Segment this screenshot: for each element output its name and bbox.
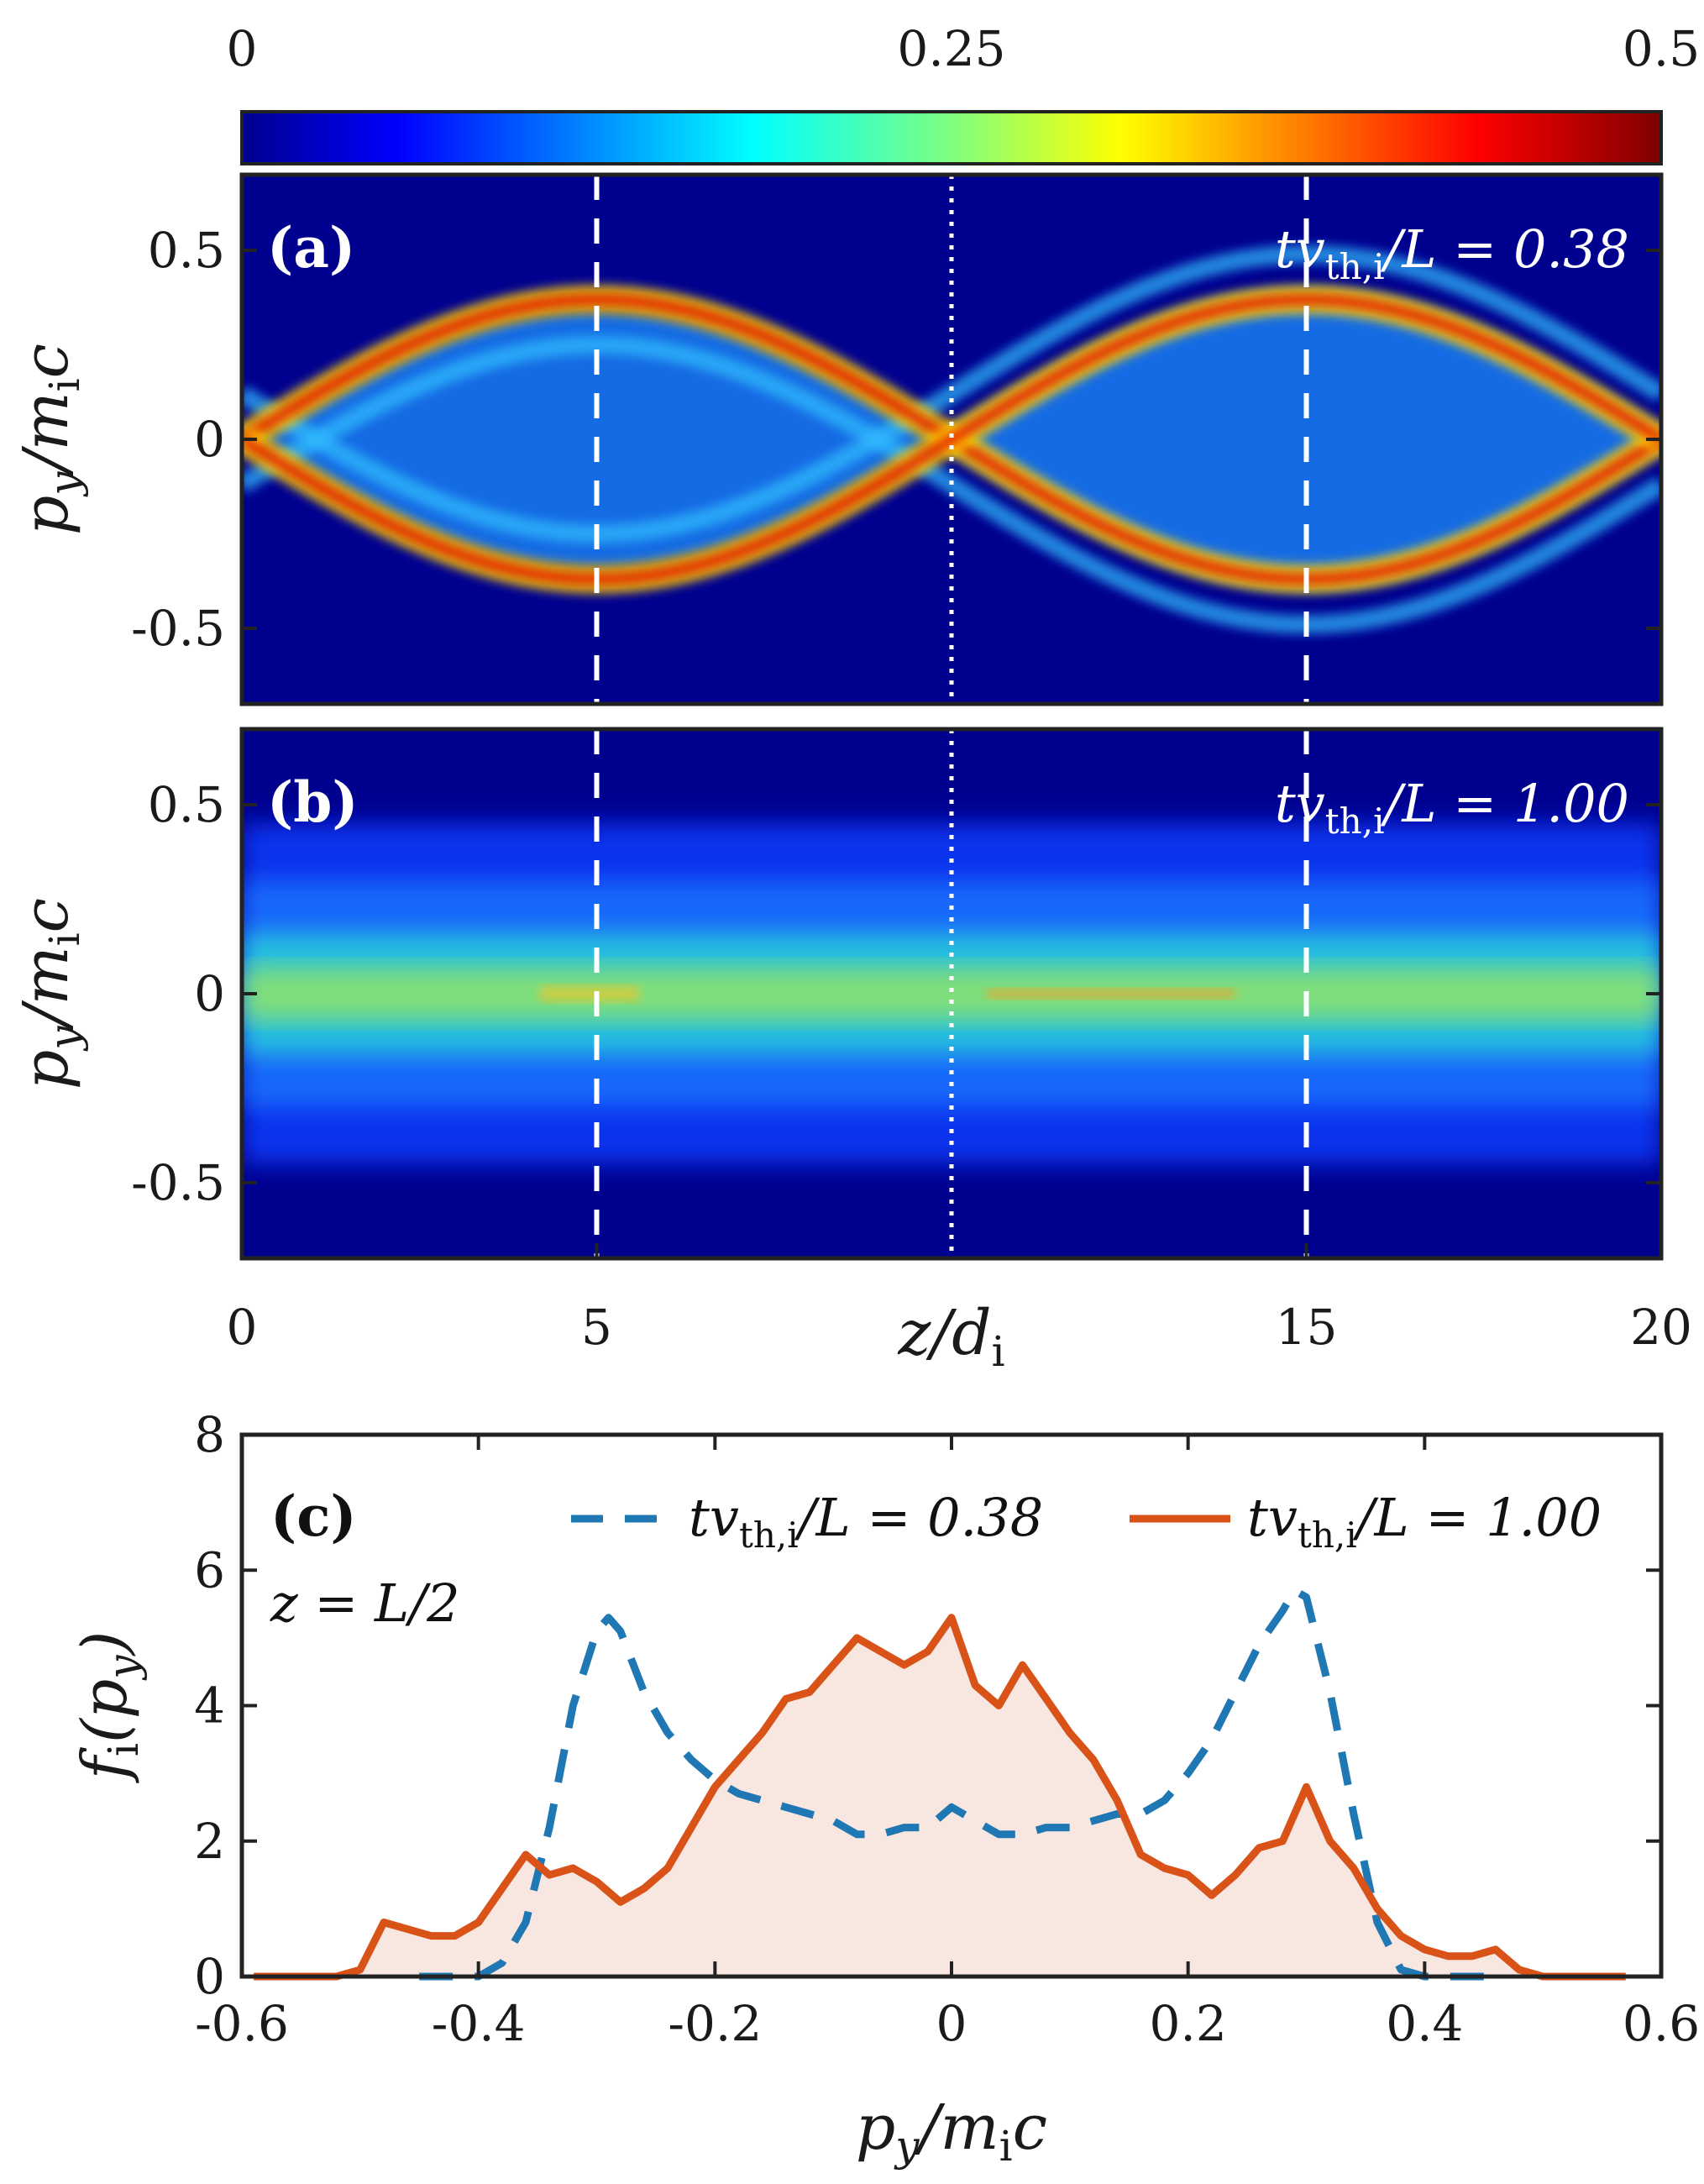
heatmap-a-inner-lower (242, 244, 1661, 543)
panel-c-ticks: -0.6 -0.4 -0.2 0 0.2 0.4 0.6 0 2 4 6 8 (194, 1406, 1700, 2052)
panel-a-y-ticks: 0.5 0 -0.5 (131, 222, 1661, 657)
panel-a-guide-lines (594, 175, 1309, 704)
y-tick-label: -0.5 (131, 1154, 225, 1211)
x-tick-label: 0.2 (1150, 1995, 1227, 2052)
panel-b-heatmap (242, 823, 1661, 1164)
panel-b-ylabel: py/mic (10, 898, 89, 1089)
panel-a: 0.5 0 -0.5 (a) tvth,i/L = 0.38 py/mic (10, 172, 1664, 706)
x-tick-label: 20 (1630, 1299, 1692, 1356)
panel-c-lines (254, 1586, 1626, 1981)
colorbar: 0 0.25 0.5 (227, 20, 1700, 165)
y-tick-label: -0.5 (131, 600, 225, 657)
panel-b-guide-lines (594, 729, 1309, 1258)
x-tick-label: 0.4 (1386, 1995, 1463, 2052)
x-tick-label: -0.4 (432, 1995, 526, 2052)
y-tick-label: 0.5 (148, 222, 225, 279)
y-tick-label: 0.5 (148, 776, 225, 833)
x-tick-label: 0.6 (1623, 1995, 1700, 2052)
panel-b-tag: (b) (267, 769, 359, 835)
panel-a-tag: (a) (267, 215, 355, 281)
panel-b: 0.50-0.5 (b) tvth,i/L = 1.00 py/mic (10, 727, 1664, 1261)
shared-x-ticks: 0 5 15 20 (227, 1243, 1692, 1356)
x-tick-label: 5 (581, 1299, 612, 1356)
legend-label-038: tvth,i/L = 0.38 (689, 1487, 1043, 1556)
x-tick-label: 15 (1276, 1299, 1338, 1356)
heatmap-a-stream-lower-core (242, 293, 1661, 585)
x-tick-label: 0 (227, 1299, 258, 1356)
colorbar-gradient (240, 110, 1663, 165)
panel-c-tag: (c) (270, 1483, 357, 1549)
heatmap-b-hotspot (987, 989, 1235, 999)
series-100-line (254, 1614, 1626, 1981)
y-tick-label: 0 (194, 965, 225, 1022)
y-tick-label: 0 (194, 1948, 225, 2005)
panel-c-xlabel: py/mic (856, 2092, 1047, 2171)
colorbar-tick-0.25: 0.25 (897, 20, 1005, 77)
x-tick-label: 0 (936, 1995, 967, 2052)
series-100-fill (254, 1617, 1626, 1977)
panel-b-y-ticks: 0.5 0 -0.5 (131, 776, 1661, 1211)
panel-a-ylabel: py/mic (10, 344, 89, 535)
y-tick-label: 2 (194, 1813, 225, 1870)
y-tick-label: 8 (194, 1406, 225, 1463)
y-tick-label: 6 (194, 1541, 225, 1599)
shared-x-label: z/di (897, 1297, 1004, 1376)
heatmap-b-hotspot-left (539, 986, 640, 1001)
colorbar-tick-0: 0 (227, 20, 258, 77)
colorbar-tick-0.5: 0.5 (1623, 20, 1700, 77)
series-038-line (419, 1586, 1484, 1981)
panel-a-annotation: tvth,i/L = 0.38 (1275, 218, 1629, 287)
y-tick-label: 4 (194, 1677, 225, 1735)
panel-c-ylabel: fi(py) (69, 1631, 148, 1784)
panel-c-location-note: z = L/2 (270, 1572, 460, 1634)
x-tick-label: -0.6 (195, 1995, 289, 2052)
x-tick-label: -0.2 (668, 1995, 762, 2052)
y-tick-label: 0 (194, 411, 225, 468)
